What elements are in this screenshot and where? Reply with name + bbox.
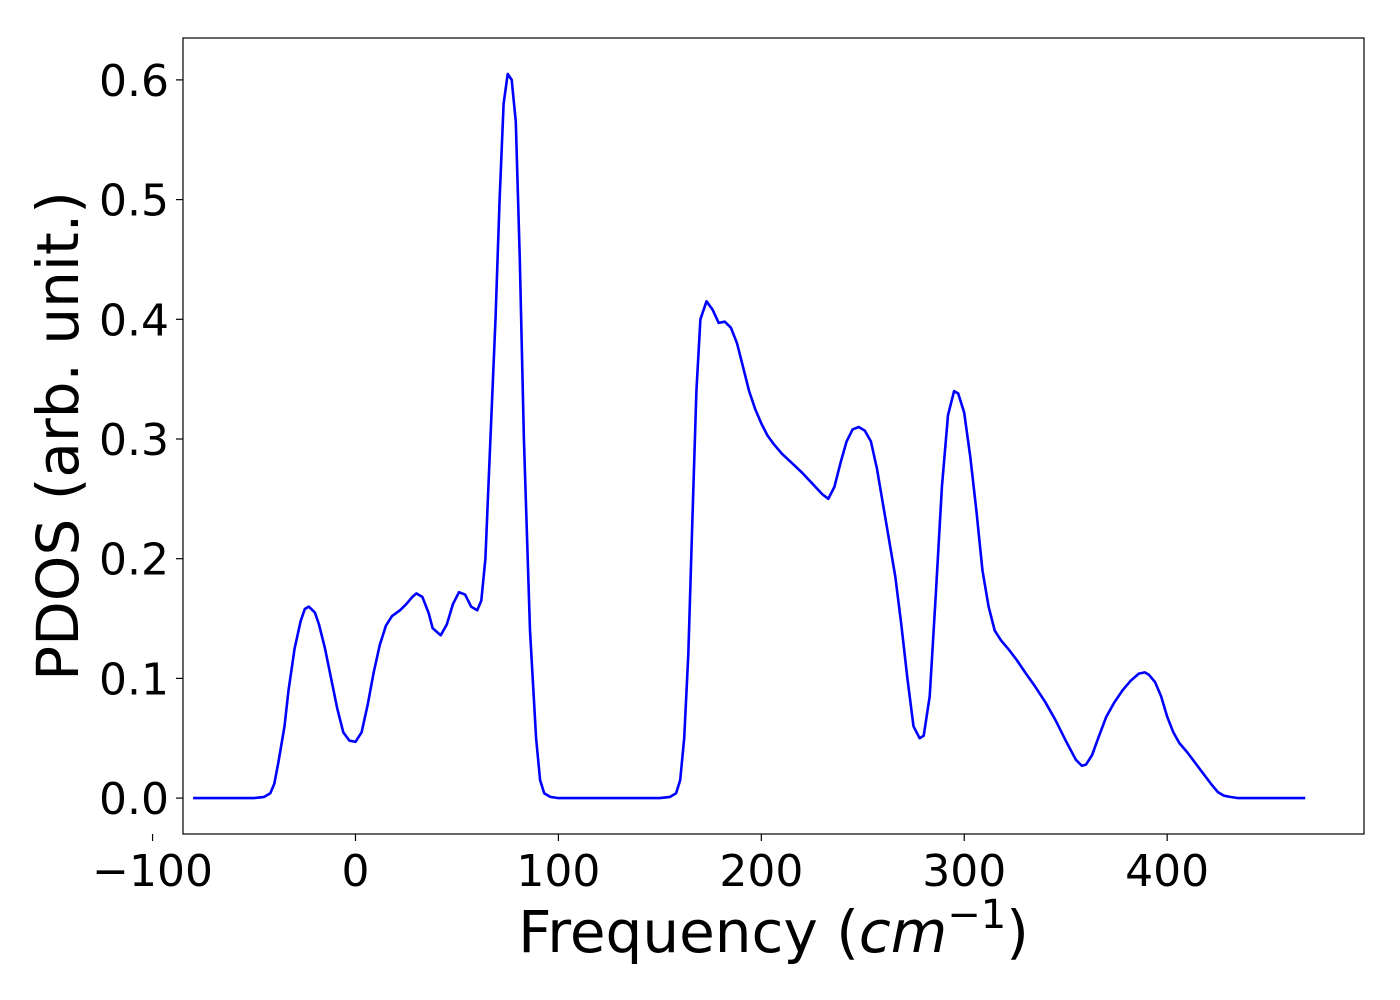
- x-tick-label: 300: [922, 846, 1006, 897]
- x-axis-unit-exponent: −1: [947, 892, 1006, 938]
- plot-frame: [182, 37, 1365, 835]
- pdos-series-line: [193, 72, 1306, 800]
- y-axis-ticks: 0.0 0.1 0.2 0.3 0.4 0.5 0.6: [99, 56, 183, 825]
- x-axis-label-text: Frequency: [518, 898, 818, 966]
- y-tick-label: 0.2: [99, 535, 169, 586]
- x-tick-label: 0: [341, 846, 369, 897]
- x-tick-label: −100: [92, 846, 213, 897]
- y-axis-label: PDOS (arb. unit.): [24, 191, 92, 681]
- x-axis-label: Frequency (cm−1): [518, 892, 1029, 966]
- x-tick-label: 400: [1125, 846, 1209, 897]
- y-tick-label: 0.4: [99, 295, 169, 346]
- x-axis-label-open-paren: (: [836, 898, 859, 966]
- y-tick-label: 0.0: [99, 774, 169, 825]
- x-axis-label-close-paren: ): [1006, 898, 1029, 966]
- y-tick-label: 0.5: [99, 176, 169, 227]
- y-tick-label: 0.6: [99, 56, 169, 107]
- x-axis-unit-base: cm: [859, 898, 947, 966]
- y-tick-label: 0.1: [99, 654, 169, 705]
- x-tick-label: 100: [516, 846, 600, 897]
- y-tick-label: 0.3: [99, 415, 169, 466]
- x-axis-ticks: −100 0 100 200 300 400: [92, 834, 1209, 897]
- x-tick-label: 200: [719, 846, 803, 897]
